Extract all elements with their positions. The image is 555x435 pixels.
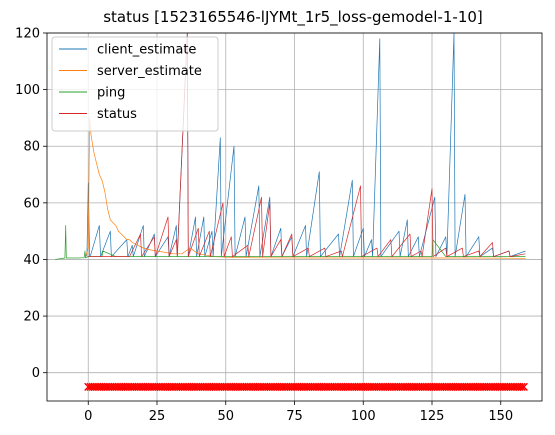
legend-label: ping bbox=[97, 86, 125, 101]
y-tick-label: 60 bbox=[23, 196, 40, 211]
y-tick-label: 120 bbox=[15, 27, 40, 42]
y-tick-label: 20 bbox=[23, 310, 40, 325]
y-tick-label: 100 bbox=[15, 83, 40, 98]
legend-label: status bbox=[97, 107, 137, 122]
x-tick-label: 75 bbox=[286, 409, 303, 424]
x-tick-label: 100 bbox=[351, 409, 376, 424]
y-tick-label: 0 bbox=[32, 366, 40, 381]
legend-box bbox=[51, 36, 219, 132]
x-tick-label: 25 bbox=[149, 409, 166, 424]
series-line-ping bbox=[55, 225, 526, 260]
y-tick-label: 80 bbox=[23, 140, 40, 155]
legend-label: server_estimate bbox=[97, 64, 202, 79]
status-markers bbox=[84, 382, 528, 391]
status-marker bbox=[519, 382, 528, 391]
series-layer bbox=[55, 33, 526, 260]
status-marker bbox=[517, 382, 526, 391]
legend-label: client_estimate bbox=[97, 43, 196, 58]
x-tick-label: 50 bbox=[217, 409, 234, 424]
series-line-status bbox=[88, 33, 526, 257]
y-tick-label: 40 bbox=[23, 253, 40, 268]
x-tick-label: 125 bbox=[420, 409, 445, 424]
x-tick-label: 150 bbox=[488, 409, 513, 424]
axis-ticks: 0 25 50 75 100 125 150 0 20 40 60 80 100 120 bbox=[15, 27, 513, 425]
chart-title: status [1523165546-lJYMt_1r5_loss-gemode… bbox=[103, 8, 483, 27]
series-line-client-estimate bbox=[86, 33, 526, 257]
x-tick-label: 0 bbox=[84, 409, 92, 424]
series-line-server-estimate bbox=[85, 117, 526, 259]
